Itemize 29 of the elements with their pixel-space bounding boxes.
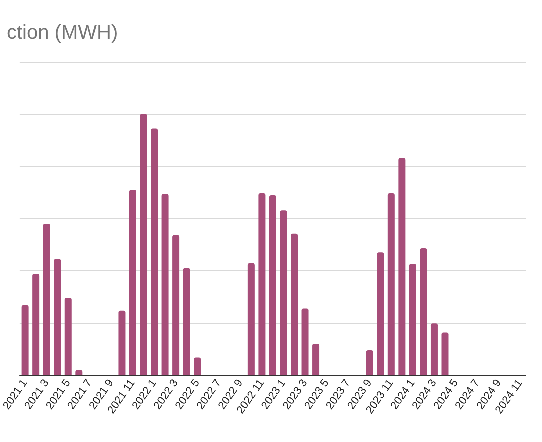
bar	[430, 324, 438, 375]
bar	[420, 248, 428, 375]
bar	[129, 190, 136, 375]
bar	[140, 114, 148, 375]
bar	[43, 224, 50, 375]
bar	[377, 252, 384, 375]
bar	[172, 235, 180, 375]
bar	[269, 196, 276, 375]
bar	[388, 193, 395, 375]
bar	[118, 310, 126, 375]
bar	[151, 128, 158, 375]
bar	[366, 350, 374, 375]
bar	[22, 305, 29, 375]
bar	[162, 194, 169, 375]
bar	[194, 358, 202, 375]
bar	[409, 264, 416, 375]
bar	[442, 332, 449, 375]
bar	[64, 298, 72, 375]
chart-title: ction (MWH)	[7, 22, 118, 44]
bar	[312, 344, 320, 375]
bar	[32, 274, 40, 375]
bar	[183, 268, 190, 375]
bar	[248, 263, 255, 375]
bar	[291, 234, 298, 375]
bar	[280, 210, 288, 375]
bar	[258, 193, 266, 375]
bar	[398, 158, 406, 375]
bar	[54, 259, 62, 375]
bar	[302, 308, 309, 375]
